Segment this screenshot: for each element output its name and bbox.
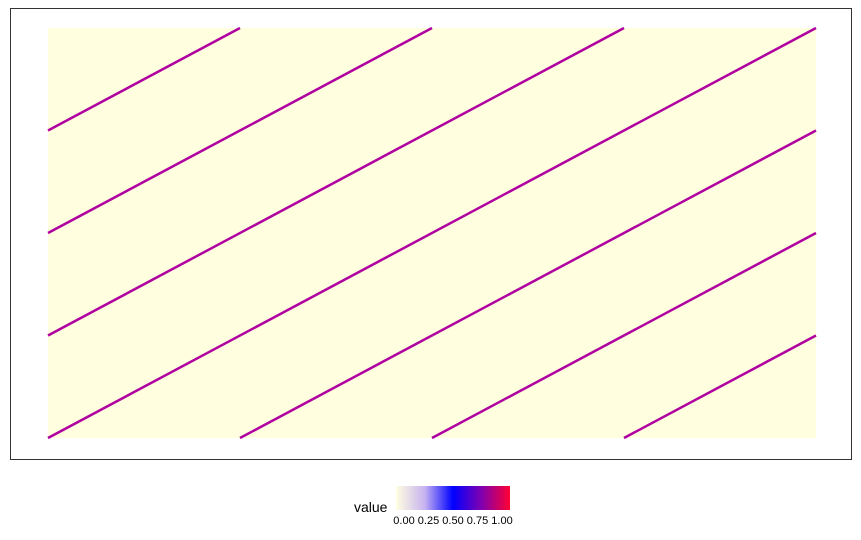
legend-tick-label: 0.25: [417, 515, 440, 527]
diagonal-line: [47, 26, 241, 132]
legend-tick-label: 0.75: [466, 515, 489, 527]
diagonal-line: [47, 26, 817, 440]
legend-tick-label: 0.50: [442, 515, 464, 527]
diagonal-line: [431, 231, 817, 440]
diagonal-line: [47, 26, 625, 337]
diagonal-line: [47, 26, 433, 235]
legend-title: value: [354, 499, 388, 515]
legend-tick-label: 0.00: [393, 515, 415, 527]
legend-color-bar: [396, 486, 510, 510]
color-legend: value 0.00 0.25 0.50 0.75 1.00: [350, 484, 550, 534]
diagonal-lines: [47, 26, 817, 440]
legend-tick-label: 1.00: [491, 515, 513, 527]
diagonal-line: [623, 334, 817, 440]
diagonal-line: [239, 129, 817, 440]
plot-panel: [10, 8, 852, 460]
